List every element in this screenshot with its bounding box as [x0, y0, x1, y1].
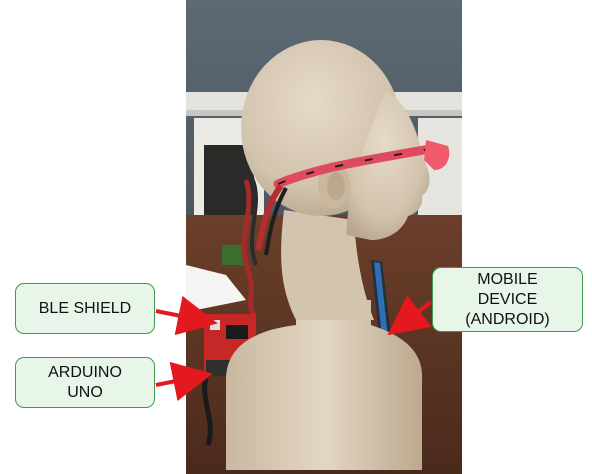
- smart-glasses: [273, 143, 441, 189]
- ble-shield-callout: BLE SHIELD: [15, 283, 155, 334]
- mobile-device-callout: MOBILE DEVICE (ANDROID): [432, 267, 583, 332]
- photo-scene: [186, 0, 462, 474]
- green-board: [222, 245, 246, 265]
- mobile-device-label: MOBILE DEVICE (ANDROID): [465, 270, 550, 328]
- ble-shield-label: BLE SHIELD: [38, 299, 132, 317]
- arduino-uno-label: ARDUINO UNO: [48, 363, 122, 401]
- arduino-uno-callout: ARDUINO UNO: [15, 357, 155, 408]
- mannequin-photo: [186, 0, 462, 474]
- mannequin-bust: [226, 300, 423, 470]
